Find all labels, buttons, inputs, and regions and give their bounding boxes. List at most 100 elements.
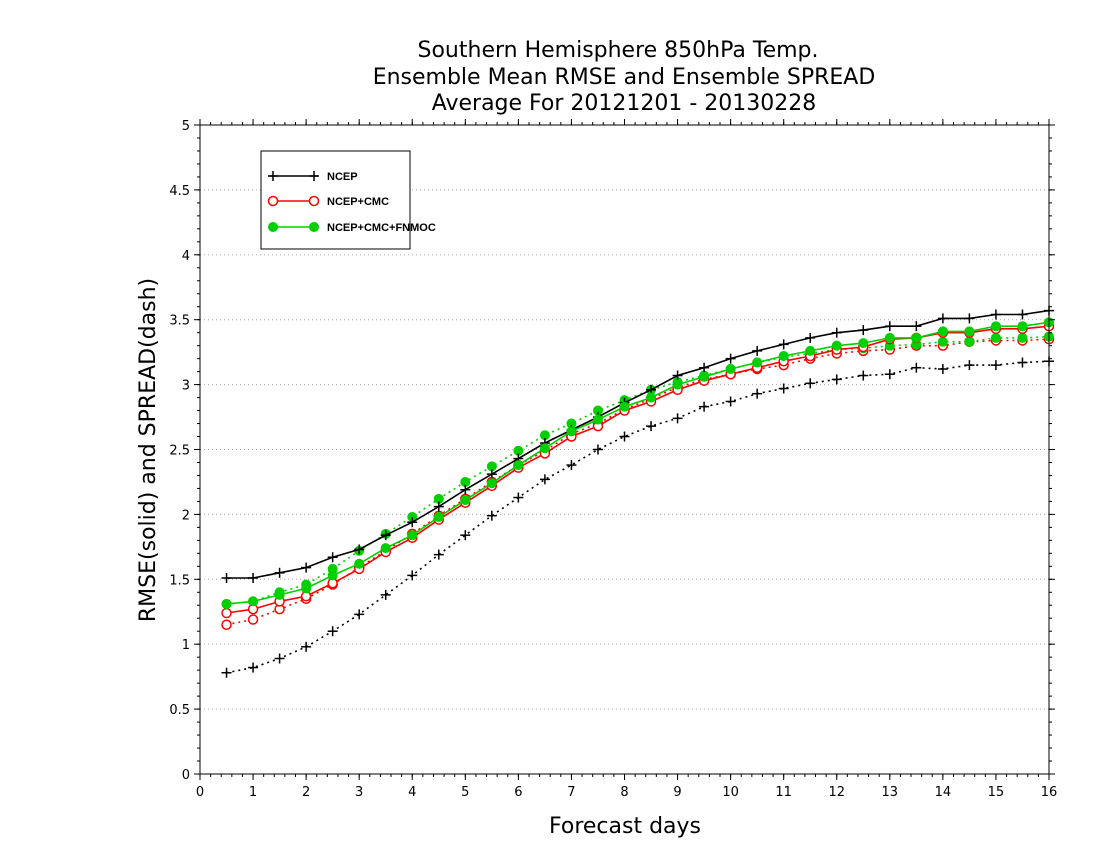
data-point-ncep-spread bbox=[937, 364, 948, 375]
data-point-ncep-spread bbox=[327, 626, 338, 637]
data-point-ncep-cmc-fnmoc-rmse bbox=[672, 379, 683, 390]
data-point-ncep-rmse bbox=[486, 469, 497, 480]
data-point-ncep-spread bbox=[221, 667, 232, 678]
data-point-ncep-cmc-fnmoc-spread bbox=[964, 336, 975, 347]
data-point-ncep-rmse bbox=[301, 562, 312, 573]
data-point-ncep-cmc-fnmoc-rmse bbox=[274, 589, 285, 600]
data-point-ncep-rmse bbox=[805, 332, 816, 343]
data-point-ncep-cmc-fnmoc-rmse bbox=[619, 401, 630, 412]
data-point-ncep-cmc-fnmoc-rmse bbox=[725, 364, 736, 375]
data-point-ncep-cmc-rmse bbox=[221, 607, 232, 619]
data-point-ncep-spread bbox=[301, 641, 312, 652]
data-point-ncep-rmse bbox=[858, 325, 869, 336]
x-tick-label: 12 bbox=[828, 785, 845, 800]
x-tick-label: 15 bbox=[988, 785, 1005, 800]
x-tick-label: 6 bbox=[514, 785, 522, 800]
data-point-ncep-rmse bbox=[699, 362, 710, 373]
data-point-ncep-rmse bbox=[884, 321, 895, 332]
y-tick-label: 2 bbox=[182, 508, 190, 523]
x-axis-title: Forecast days bbox=[549, 814, 701, 839]
data-point-ncep-cmc-fnmoc-rmse bbox=[646, 392, 657, 403]
x-tick-label: 11 bbox=[775, 785, 792, 800]
x-tick-label: 9 bbox=[673, 785, 681, 800]
data-point-ncep-rmse bbox=[778, 339, 789, 350]
data-point-ncep-spread bbox=[646, 421, 657, 432]
series-line-ncep-spread bbox=[226, 360, 1050, 674]
series-ncep-cmc-spread bbox=[221, 333, 1055, 630]
data-point-ncep-cmc-fnmoc-rmse bbox=[884, 332, 895, 343]
data-point-ncep-rmse bbox=[460, 484, 471, 495]
legend-label: NCEP bbox=[327, 171, 358, 183]
legend-marker bbox=[309, 171, 319, 181]
data-point-ncep-spread bbox=[407, 570, 418, 581]
data-point-ncep-spread bbox=[752, 388, 763, 399]
y-tick-label: 4.5 bbox=[169, 184, 190, 199]
data-point-ncep-rmse bbox=[964, 313, 975, 324]
data-point-ncep-rmse bbox=[990, 309, 1001, 320]
legend-marker bbox=[268, 171, 278, 181]
data-point-ncep-cmc-spread bbox=[221, 619, 232, 630]
data-point-ncep-spread bbox=[486, 510, 497, 521]
y-tick-label: 5 bbox=[182, 119, 190, 134]
series-line-ncep-cmc-spread bbox=[226, 338, 1050, 626]
data-point-ncep-cmc-fnmoc-rmse bbox=[460, 495, 471, 506]
data-point-ncep-spread bbox=[964, 360, 975, 371]
data-point-ncep-spread bbox=[884, 369, 895, 380]
y-tick-label: 1 bbox=[182, 638, 190, 653]
data-point-ncep-spread bbox=[831, 374, 842, 385]
data-point-ncep-spread bbox=[380, 589, 391, 600]
series-ncep-cmc-fnmoc-rmse bbox=[221, 317, 1054, 609]
data-point-ncep-spread bbox=[990, 360, 1001, 371]
y-tick-label: 1.5 bbox=[169, 573, 190, 588]
data-point-ncep-rmse bbox=[752, 345, 763, 356]
data-point-ncep-spread bbox=[778, 383, 789, 394]
legend-marker bbox=[308, 195, 320, 207]
y-axis-title: RMSE(solid) and SPREAD(dash) bbox=[136, 278, 161, 622]
data-point-ncep-cmc-fnmoc-spread bbox=[1017, 332, 1028, 343]
data-point-ncep-rmse bbox=[354, 544, 365, 555]
y-tick-label: 3 bbox=[182, 379, 190, 394]
data-point-ncep-spread bbox=[460, 530, 471, 541]
data-point-ncep-spread bbox=[805, 378, 816, 389]
data-point-ncep-cmc-fnmoc-rmse bbox=[752, 357, 763, 368]
data-point-ncep-cmc-fnmoc-spread bbox=[937, 336, 948, 347]
x-tick-label: 10 bbox=[722, 785, 739, 800]
legend-marker bbox=[309, 222, 319, 232]
data-point-ncep-cmc-fnmoc-rmse bbox=[1017, 321, 1028, 332]
data-point-ncep-rmse bbox=[248, 573, 259, 584]
legend-marker bbox=[267, 195, 279, 207]
y-tick-label: 3.5 bbox=[169, 314, 190, 329]
series-ncep-rmse bbox=[221, 305, 1054, 584]
data-point-ncep-cmc-fnmoc-rmse bbox=[327, 570, 338, 581]
data-point-ncep-cmc-fnmoc-rmse bbox=[248, 596, 259, 607]
legend: NCEP NCEP+CMC NCEP+CMC+FNMOC bbox=[260, 150, 436, 250]
data-point-ncep-spread bbox=[539, 474, 550, 485]
x-tick-label: 7 bbox=[567, 785, 575, 800]
data-point-ncep-cmc-fnmoc-rmse bbox=[964, 326, 975, 337]
data-point-ncep-spread bbox=[354, 609, 365, 620]
data-point-ncep-rmse bbox=[274, 567, 285, 578]
data-point-ncep-cmc-fnmoc-rmse bbox=[778, 351, 789, 362]
data-point-ncep-rmse bbox=[221, 573, 232, 584]
data-point-ncep-cmc-fnmoc-spread bbox=[990, 332, 1001, 343]
title-line-3: Average For 20121201 - 20130228 bbox=[432, 91, 817, 116]
series-line-ncep-cmc-fnmoc-rmse bbox=[226, 321, 1050, 605]
title-line-2: Ensemble Mean RMSE and Ensemble SPREAD bbox=[373, 65, 876, 90]
data-point-ncep-rmse bbox=[831, 327, 842, 338]
y-tick-label: 2.5 bbox=[169, 444, 190, 459]
data-point-ncep-cmc-fnmoc-rmse bbox=[937, 326, 948, 337]
data-point-ncep-rmse bbox=[433, 501, 444, 512]
data-point-ncep-cmc-fnmoc-rmse bbox=[805, 345, 816, 356]
x-tick-label: 0 bbox=[196, 785, 204, 800]
data-point-ncep-cmc-fnmoc-rmse bbox=[831, 340, 842, 351]
legend-label: NCEP+CMC+FNMOC bbox=[327, 222, 436, 234]
x-tick-label: 2 bbox=[302, 785, 310, 800]
data-point-ncep-rmse bbox=[1017, 309, 1028, 320]
y-axis: 0 0.5 1 1.5 2 2.5 3 3.5 4 4.5 5 bbox=[169, 119, 1055, 783]
data-point-ncep-cmc-fnmoc-rmse bbox=[539, 443, 550, 454]
series-ncep-cmc-rmse bbox=[221, 320, 1055, 619]
legend-label: NCEP+CMC bbox=[327, 196, 389, 208]
y-tick-label: 0.5 bbox=[169, 703, 190, 718]
data-point-ncep-cmc-fnmoc-rmse bbox=[990, 321, 1001, 332]
chart-title: Southern Hemisphere 850hPa Temp. Ensembl… bbox=[373, 38, 876, 116]
